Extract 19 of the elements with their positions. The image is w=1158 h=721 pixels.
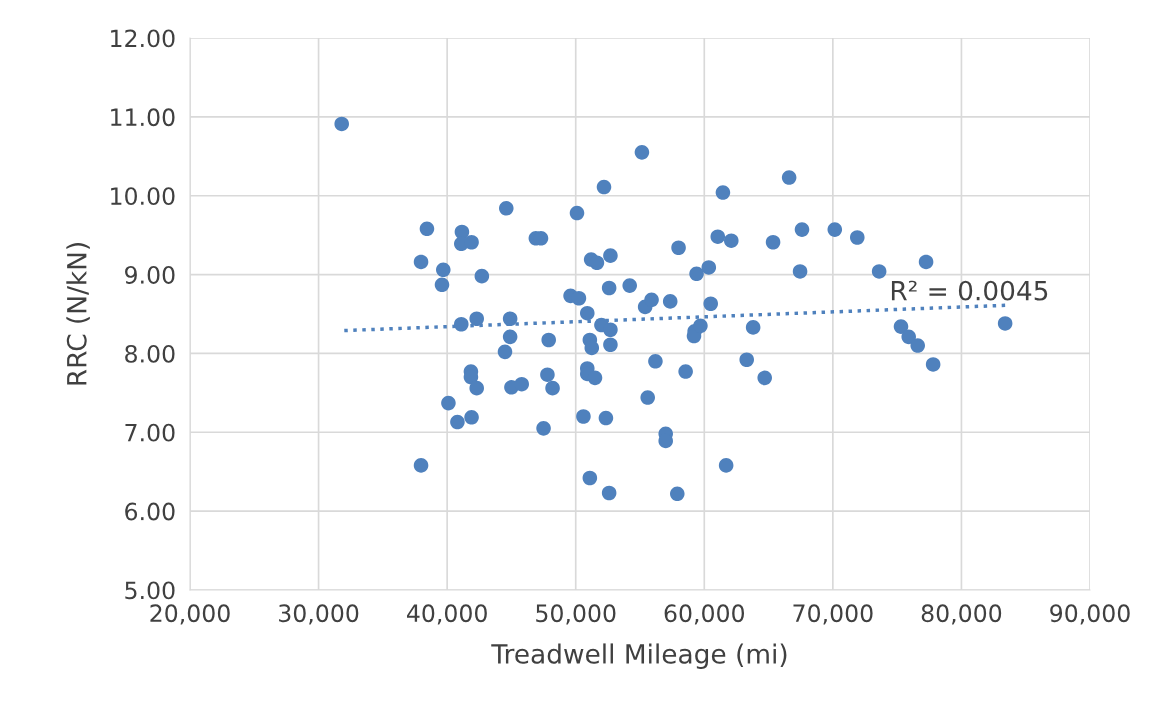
x-tick-label: 80,000 xyxy=(921,604,1002,625)
x-tick-label: 20,000 xyxy=(150,604,230,625)
y-tick-label: 5.00 xyxy=(125,581,175,600)
y-tick-label: 11.00 xyxy=(111,108,175,127)
y-tick-label: 6.00 xyxy=(125,502,175,521)
x-tick-label: 30,000 xyxy=(279,604,359,625)
y-tick-label: 10.00 xyxy=(111,187,175,206)
y-tick-label: 12.00 xyxy=(111,29,175,48)
y-tick-label: 9.00 xyxy=(125,266,175,284)
y-tick-label: 8.00 xyxy=(125,344,175,363)
x-tick-label: 90,000 xyxy=(1050,604,1130,625)
x-tick-label: 50,000 xyxy=(536,604,616,625)
x-tick-label: 40,000 xyxy=(406,604,487,625)
x-tick-label: 60,000 xyxy=(664,604,745,625)
annotation: R² = 0.0045 xyxy=(891,280,1048,301)
y-axis-title: RRC (N/kN) xyxy=(66,243,90,385)
x-tick-label: 70,000 xyxy=(793,604,873,625)
x-axis-title: Treadwell Mileage (mi) xyxy=(491,643,787,669)
y-tick-label: 7.00 xyxy=(125,423,175,442)
